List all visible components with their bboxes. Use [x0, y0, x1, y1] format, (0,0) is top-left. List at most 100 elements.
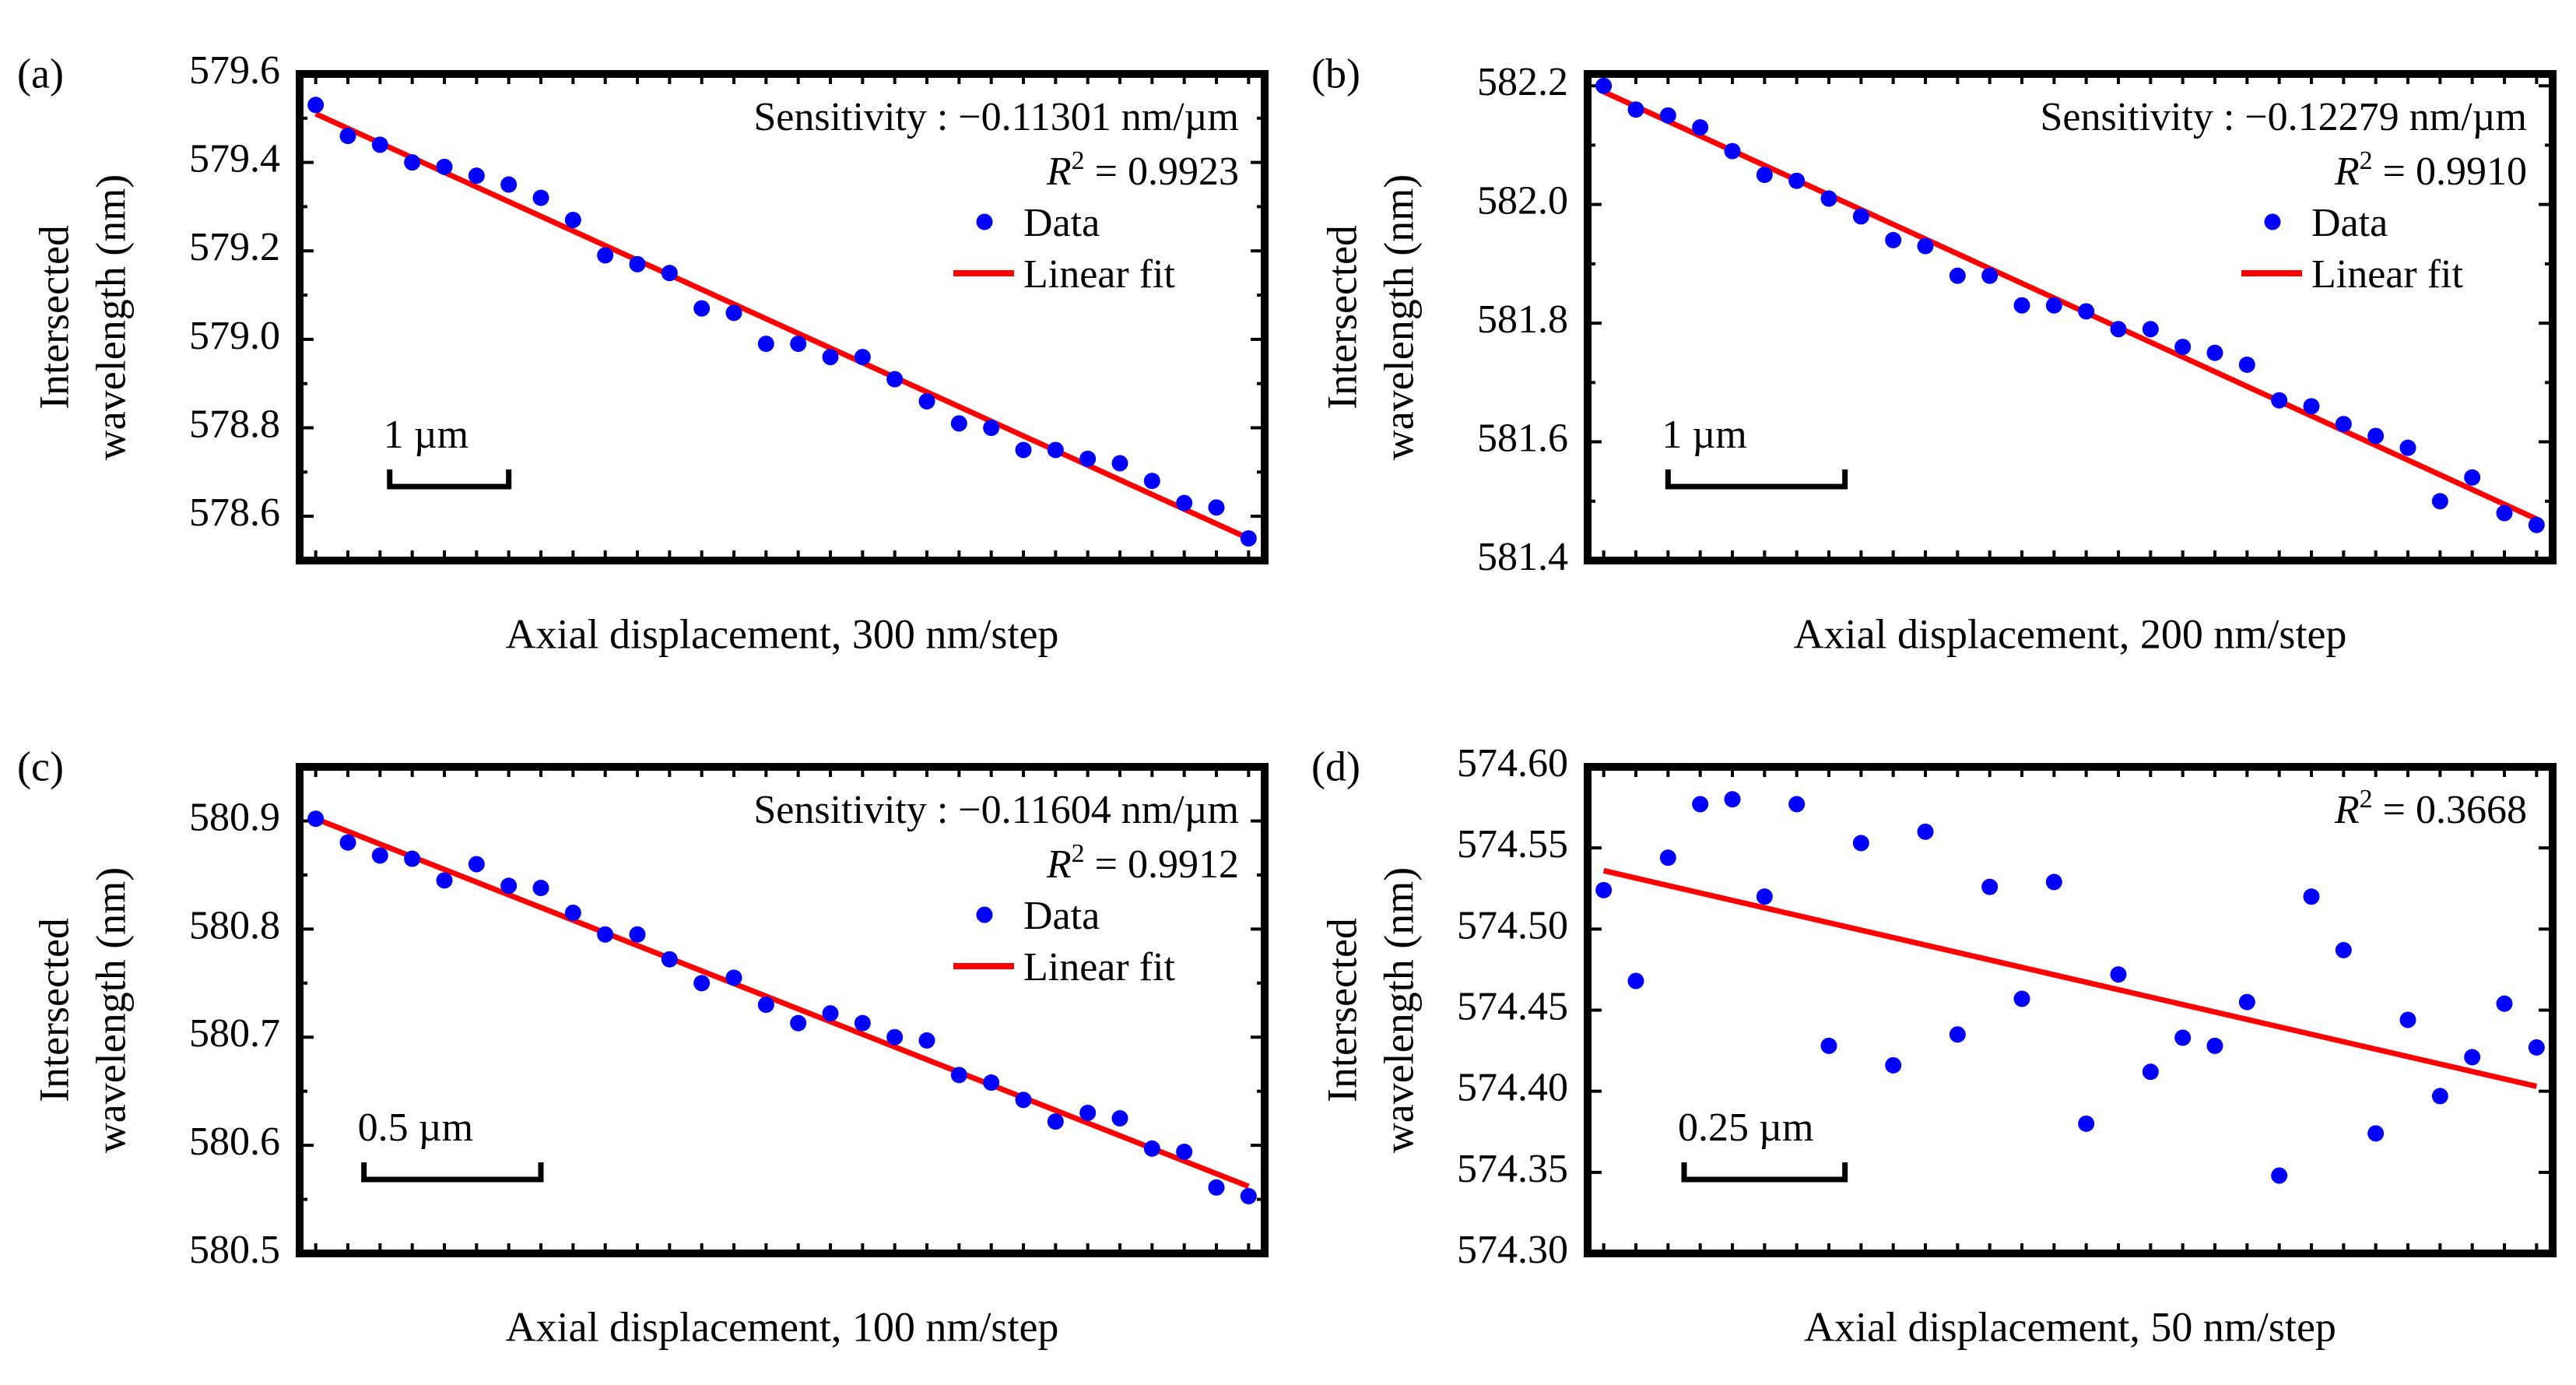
sensitivity-annotation: Sensitivity : −0.12279 nm/µm [2040, 95, 2527, 139]
y-tick-label: 579.6 [189, 48, 280, 93]
data-point [2174, 1029, 2192, 1046]
y-tick-label: 581.4 [1477, 535, 1568, 579]
data-point [2174, 339, 2192, 356]
x-axis-label: Axial displacement, 50 nm/step [1804, 1303, 2336, 1350]
data-point [2013, 990, 2030, 1007]
data-point [2238, 993, 2255, 1011]
data-point [2110, 966, 2127, 983]
data-point [1627, 101, 1644, 118]
data-point [2367, 1125, 2385, 1142]
y-tick-label: 580.7 [189, 1011, 280, 1056]
data-point [1756, 167, 1773, 184]
data-point [2110, 321, 2127, 338]
sensitivity-annotation: Sensitivity : −0.11301 nm/µm [753, 95, 1239, 139]
y-tick-label: 581.6 [1477, 416, 1568, 460]
data-point [1627, 972, 1644, 990]
y-tick-label: 580.5 [189, 1228, 280, 1272]
y-axis-label: wavelength (nm) [87, 174, 134, 460]
data-point [2206, 344, 2223, 361]
data-point [1079, 1104, 1097, 1121]
data-point [1724, 142, 1741, 160]
data-point [1079, 450, 1097, 467]
linear-fit-line [1602, 89, 2538, 522]
data-point [2303, 888, 2320, 905]
scale-bar-label: 0.25 µm [1678, 1106, 1813, 1150]
data-point [2528, 516, 2545, 533]
data-point [1015, 441, 1032, 459]
data-point [1820, 1037, 1837, 1054]
r-squared-annotation: R2 = 0.9910 [2334, 146, 2527, 194]
data-point [2431, 1088, 2448, 1105]
y-tick-label: 580.9 [189, 795, 280, 839]
plot-frame [1584, 763, 2557, 1257]
r-squared-value: 0.9910 [2416, 149, 2527, 194]
data-point [1208, 499, 1225, 516]
data-point [1176, 1143, 1193, 1160]
sensitivity-annotation: Sensitivity : −0.11604 nm/µm [753, 788, 1239, 832]
data-point [468, 856, 485, 873]
scale-bar [1681, 1162, 1848, 1183]
x-axis-label: Axial displacement, 200 nm/step [1794, 610, 2347, 657]
data-point [757, 336, 774, 353]
r-squared-annotation: R2 = 0.3668 [2334, 785, 2527, 832]
y-tick-label: 578.6 [189, 490, 280, 535]
data-point [886, 1028, 904, 1046]
data-point [1595, 77, 1613, 94]
data-point [1949, 1026, 1966, 1043]
data-point [886, 371, 904, 388]
y-tick-label: 574.35 [1457, 1147, 1568, 1191]
legend-data-marker [976, 906, 993, 923]
data-point [2013, 297, 2030, 314]
y-tick-label: 574.30 [1457, 1228, 1568, 1272]
data-point [532, 880, 549, 897]
plot-frame [296, 763, 1269, 1257]
y-tick-label: 574.45 [1457, 984, 1568, 1028]
chart-panel-a: (a) 578.6 578.8 579.0 579.2 579.4 579.6 Interse… [17, 48, 1269, 657]
data-point [1015, 1091, 1032, 1109]
data-point [1917, 237, 1934, 255]
data-point [1917, 823, 1934, 840]
data-point [1111, 455, 1128, 472]
y-axis-label: Intersected [1318, 918, 1365, 1102]
data-point [2078, 1115, 2095, 1132]
data-point [1047, 441, 1064, 459]
y-tick-label: 574.50 [1457, 903, 1568, 947]
data-point [822, 1005, 839, 1022]
y-tick-label: 574.60 [1457, 741, 1568, 786]
data-point [1949, 267, 1966, 284]
scale-bar [361, 1162, 544, 1183]
data-point [1111, 1109, 1128, 1127]
scale-bar-label: 1 µm [384, 413, 469, 457]
data-point [2271, 1167, 2288, 1184]
r-squared-annotation: R2 = 0.9912 [1046, 839, 1239, 887]
data-point [661, 265, 678, 282]
scale-bar [1665, 469, 1848, 490]
x-axis-label: Axial displacement, 300 nm/step [506, 610, 1059, 657]
data-point [500, 877, 518, 895]
data-point [1885, 1056, 1902, 1074]
data-point [854, 1014, 871, 1032]
data-point [854, 349, 871, 366]
scale-bar-label: 0.5 µm [358, 1106, 473, 1150]
data-point [1240, 530, 1257, 547]
data-point [661, 951, 678, 968]
data-point [404, 850, 421, 867]
data-point [1176, 494, 1193, 511]
data-point [1756, 888, 1773, 905]
data-point [1981, 267, 1999, 284]
data-point [339, 128, 356, 145]
data-point [404, 154, 421, 171]
data-point [1659, 107, 1676, 124]
y-tick-label: 574.55 [1457, 822, 1568, 867]
y-tick-label: 574.40 [1457, 1066, 1568, 1110]
data-point [1595, 881, 1613, 898]
data-point [790, 336, 807, 353]
chart-panel-b: (b) 581.4 581.6 581.8 582.0 582.2 Intersected w… [1311, 50, 2557, 657]
data-point [629, 255, 646, 272]
data-point [918, 1032, 935, 1049]
data-point [597, 926, 614, 943]
data-point [2367, 427, 2385, 445]
y-axis-label: Intersected [30, 225, 77, 410]
data-point [629, 926, 646, 943]
data-point [1143, 1140, 1160, 1157]
